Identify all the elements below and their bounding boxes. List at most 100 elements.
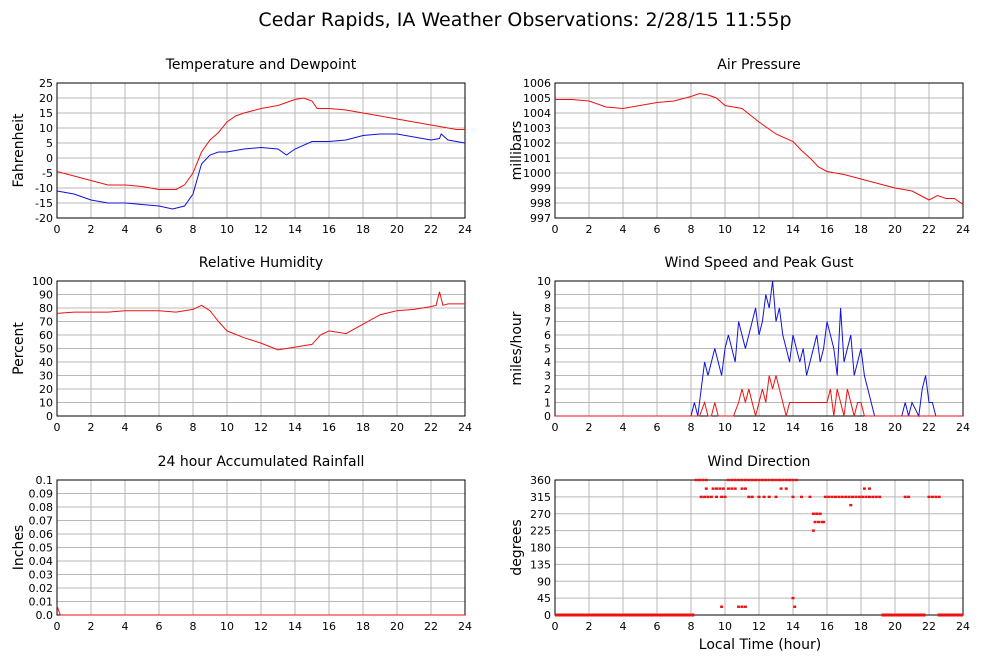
data-point	[864, 495, 868, 499]
data-point	[743, 478, 747, 482]
y-tick-label: 15	[39, 107, 53, 120]
x-tick-label: 0	[54, 421, 61, 434]
x-tick-label: 6	[156, 421, 163, 434]
data-point	[777, 478, 781, 482]
pressure-chart: 0 2 4 6 8 10 12 14 16 18 20 22 241006100510041003100…	[509, 57, 970, 236]
x-tick-label: 16	[820, 223, 834, 236]
x-tick-label: 16	[820, 421, 834, 434]
y-tick-label: 270	[530, 508, 551, 521]
data-point	[934, 495, 938, 499]
chart-title: 24 hour Accumulated Rainfall	[158, 454, 365, 470]
y-tick-label: 20	[39, 383, 53, 396]
x-tick-label: 24	[956, 620, 970, 633]
x-tick-label: 24	[458, 421, 472, 434]
x-tick-label: 22	[922, 620, 936, 633]
x-tick-label: 14	[786, 421, 800, 434]
data-point	[779, 487, 783, 490]
x-tick-label: 12	[254, 421, 268, 434]
y-tick-label: 997	[530, 212, 551, 225]
chart-title: Wind Direction	[708, 454, 811, 470]
data-point	[791, 495, 795, 499]
x-tick-label: 2	[586, 620, 593, 633]
x-tick-label: 8	[688, 421, 695, 434]
data-point	[767, 495, 771, 499]
data-point	[861, 495, 865, 499]
data-point	[767, 478, 771, 482]
x-tick-label: 22	[424, 421, 438, 434]
y-axis-label: Fahrenheit	[11, 113, 27, 188]
y-tick-label: 0.03	[29, 569, 54, 582]
data-point	[903, 495, 907, 499]
temp-chart: 0 2 4 6 8 10 12 14 16 18 20 22 242520151050-5-10-15-…	[11, 57, 472, 236]
data-point	[878, 495, 882, 499]
y-tick-label: 315	[530, 491, 551, 504]
x-tick-label: 14	[288, 620, 302, 633]
x-tick-label: 6	[654, 620, 661, 633]
x-tick-label: 24	[458, 223, 472, 236]
x-tick-label: 20	[390, 620, 404, 633]
data-point	[818, 512, 822, 515]
x-tick-label: 2	[88, 223, 95, 236]
x-tick-label: 0	[552, 421, 559, 434]
data-point	[747, 478, 751, 482]
y-tick-label: 10	[537, 275, 551, 288]
data-point	[937, 495, 941, 499]
data-point	[907, 495, 911, 499]
data-point	[704, 478, 708, 482]
y-tick-label: 0.07	[29, 515, 54, 528]
y-tick-label: 180	[530, 542, 551, 555]
chart-title: Wind Speed and Peak Gust	[665, 255, 854, 271]
x-tick-label: 2	[586, 223, 593, 236]
data-point	[737, 478, 741, 482]
data-point	[774, 495, 778, 499]
x-tick-label: 18	[356, 421, 370, 434]
x-tick-label: 18	[356, 223, 370, 236]
data-point	[857, 495, 861, 499]
x-tick-label: 4	[620, 421, 627, 434]
data-point	[764, 478, 768, 482]
x-tick-label: 16	[322, 223, 336, 236]
x-tick-label: 0	[54, 620, 61, 633]
x-tick-label: 16	[322, 620, 336, 633]
x-tick-label: 10	[718, 223, 732, 236]
y-tick-label: -10	[35, 182, 53, 195]
rain-chart: 0 2 4 6 8 10 12 14 16 18 20 22 240.10.090.080.070.06…	[11, 454, 472, 633]
y-tick-label: 1001	[523, 152, 551, 165]
x-tick-label: 22	[424, 223, 438, 236]
x-tick-label: 4	[620, 223, 627, 236]
x-tick-label: 6	[654, 421, 661, 434]
x-axis-label: Local Time (hour)	[699, 637, 821, 653]
x-tick-label: 20	[888, 223, 902, 236]
y-tick-label: 10	[39, 122, 53, 135]
data-point	[743, 487, 747, 490]
data-point	[791, 596, 795, 600]
y-tick-label: 0.1	[36, 474, 54, 487]
x-tick-label: 10	[718, 620, 732, 633]
x-tick-label: 10	[220, 421, 234, 434]
direction-chart: 0 2 4 6 8 10 12 14 16 18 20 22 243603152702251801359…	[509, 454, 970, 633]
data-point	[723, 495, 727, 499]
y-tick-label: 25	[39, 77, 53, 90]
y-tick-label: 45	[537, 592, 551, 605]
x-tick-label: 20	[390, 421, 404, 434]
data-point	[750, 495, 754, 499]
series-line	[56, 97, 465, 190]
x-tick-label: 10	[220, 223, 234, 236]
data-point	[720, 495, 724, 499]
x-tick-label: 8	[688, 223, 695, 236]
data-point	[750, 478, 754, 482]
y-tick-label: 10	[39, 397, 53, 410]
y-tick-label: 7	[544, 316, 551, 329]
data-point	[847, 495, 851, 499]
data-point	[817, 520, 820, 524]
x-tick-label: 22	[922, 223, 936, 236]
data-point	[788, 478, 792, 482]
data-point	[740, 478, 744, 482]
data-point	[701, 478, 705, 482]
humidity-chart: 0 2 4 6 8 10 12 14 16 18 20 22 241009080706050403020…	[11, 255, 472, 434]
x-tick-label: 2	[88, 620, 95, 633]
y-tick-label: 0.05	[29, 542, 54, 555]
data-point	[813, 520, 817, 524]
data-point	[733, 487, 737, 490]
